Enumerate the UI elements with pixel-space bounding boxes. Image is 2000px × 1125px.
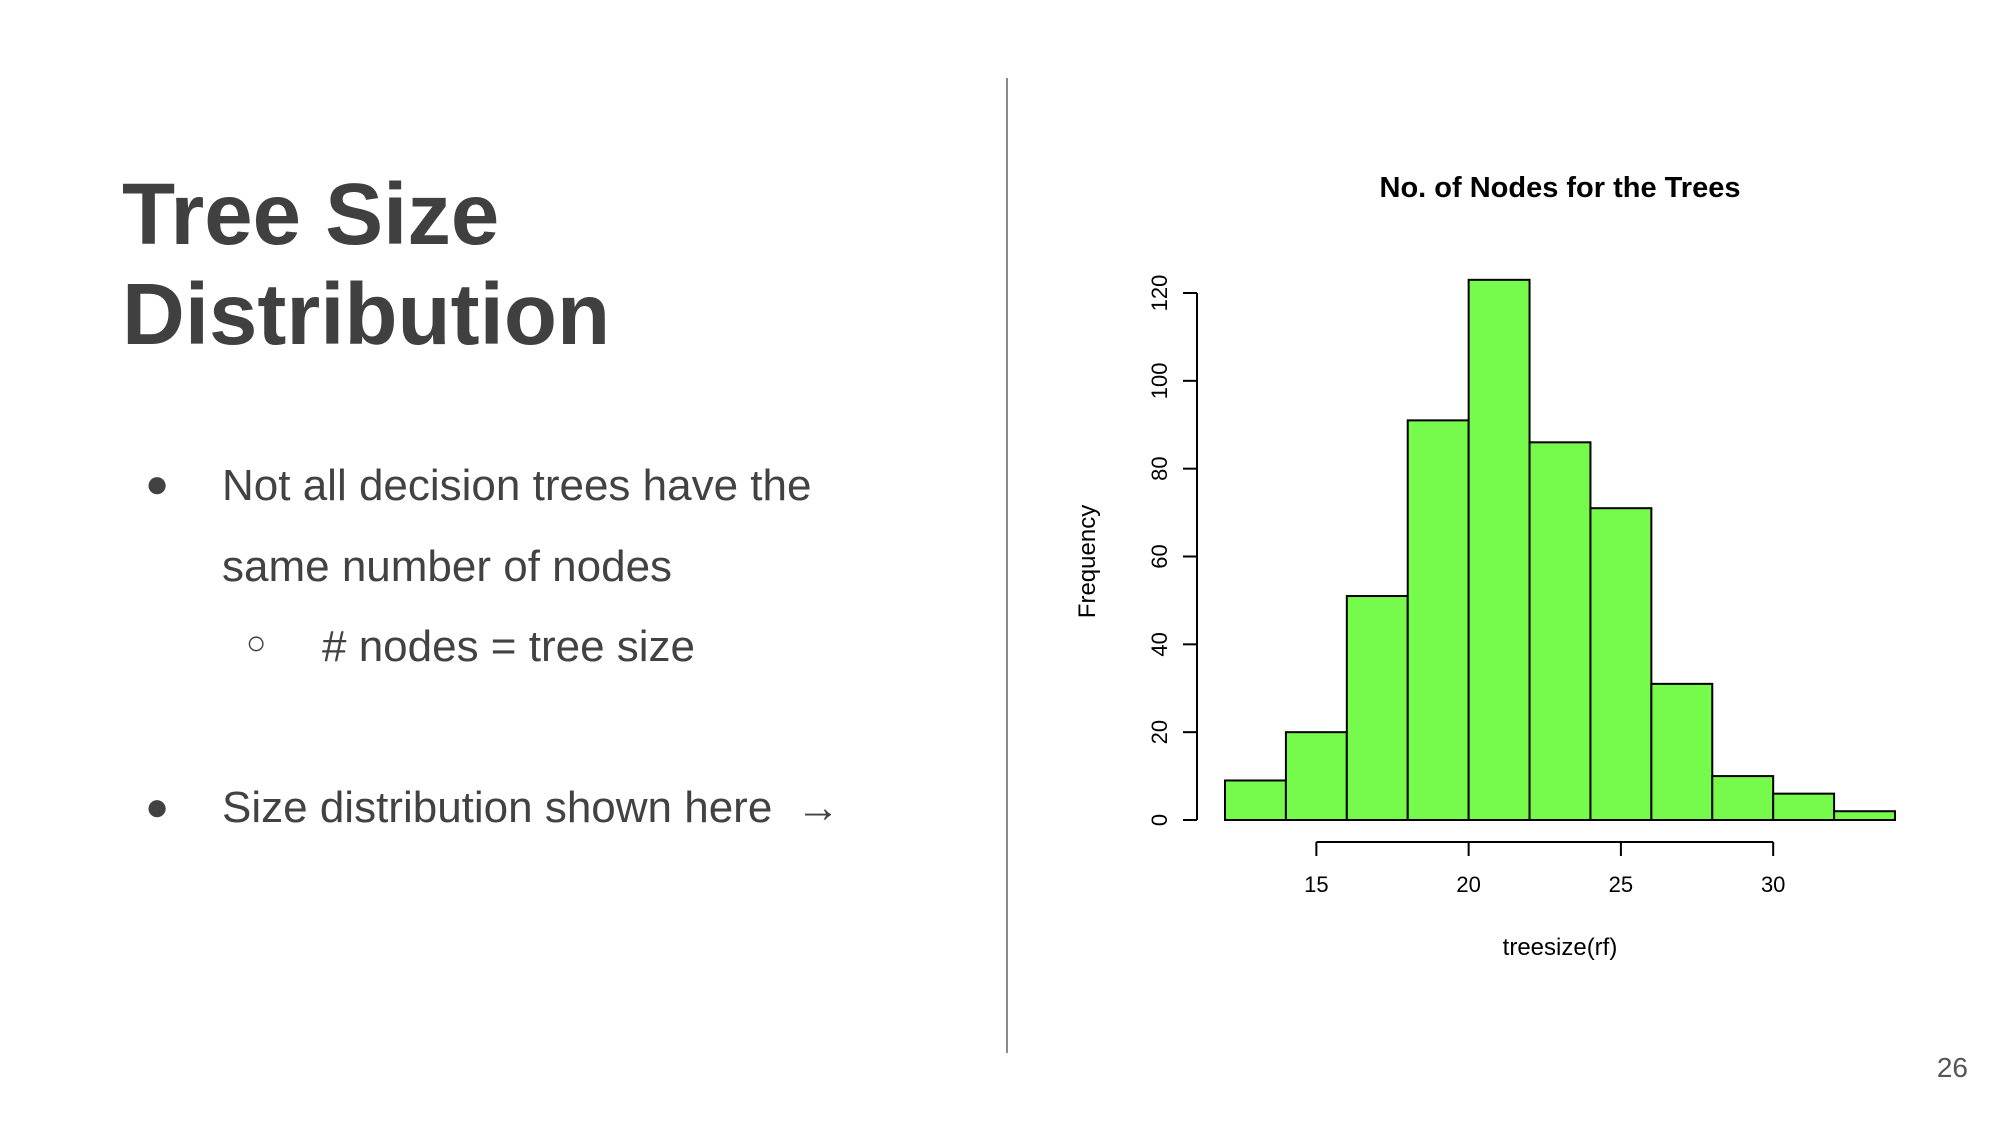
bullet-2: Size distribution shown here (222, 783, 773, 832)
y-tick-label: 100 (1147, 362, 1172, 399)
bars-group (1224, 278, 1896, 822)
y-tick-label: 120 (1147, 275, 1172, 312)
x-tick-label: 30 (1761, 872, 1785, 897)
arrow-right-icon: → (796, 783, 840, 832)
y-tick-label: 20 (1147, 720, 1172, 744)
x-axis-label: treesize(rf) (1503, 934, 1618, 961)
histogram-bar (1711, 775, 1775, 821)
title-line-1: Tree Size (122, 166, 500, 263)
histogram-bar (1650, 682, 1714, 821)
bullet-dot-icon: ● (145, 462, 170, 506)
histogram-bar (1589, 507, 1653, 821)
y-axis-label: Frequency (1074, 505, 1101, 618)
x-tick-label: 25 (1609, 872, 1633, 897)
histogram-bar (1528, 441, 1592, 821)
page-number: 26 (1936, 1052, 1968, 1083)
histogram-chart: No. of Nodes for the Trees 0 20 40 60 80 100 1… (1074, 172, 1896, 961)
sub-bullet: # nodes = tree size (322, 622, 696, 671)
histogram-bar (1284, 731, 1348, 822)
vertical-divider (1006, 78, 1008, 1053)
y-axis: 0 20 40 60 80 100 120 (1147, 275, 1198, 826)
histogram-bar (1345, 595, 1409, 821)
histogram-bar (1224, 779, 1287, 821)
x-tick-label: 20 (1456, 872, 1480, 897)
x-axis: 15 20 25 30 (1304, 841, 1785, 897)
y-tick-label: 80 (1147, 456, 1172, 480)
histogram-bar (1772, 792, 1836, 822)
x-tick-label: 15 (1304, 872, 1328, 897)
chart-title: No. of Nodes for the Trees (1380, 172, 1741, 204)
histogram-bar (1406, 419, 1470, 821)
title-line-2: Distribution (122, 266, 611, 363)
y-tick-label: 60 (1147, 544, 1172, 568)
slide-title: Tree Size Distribution (122, 165, 610, 365)
histogram-bar (1833, 810, 1896, 822)
y-tick-label: 40 (1147, 632, 1172, 656)
y-tick-label: 0 (1147, 814, 1172, 826)
bullet-1-line-1: Not all decision trees have the (222, 461, 812, 510)
sub-bullet-circle-icon: ○ (246, 624, 267, 662)
histogram-bar (1467, 278, 1531, 821)
bullet-1-line-2: same number of nodes (222, 542, 673, 591)
bullet-dot-icon: ● (145, 785, 170, 829)
